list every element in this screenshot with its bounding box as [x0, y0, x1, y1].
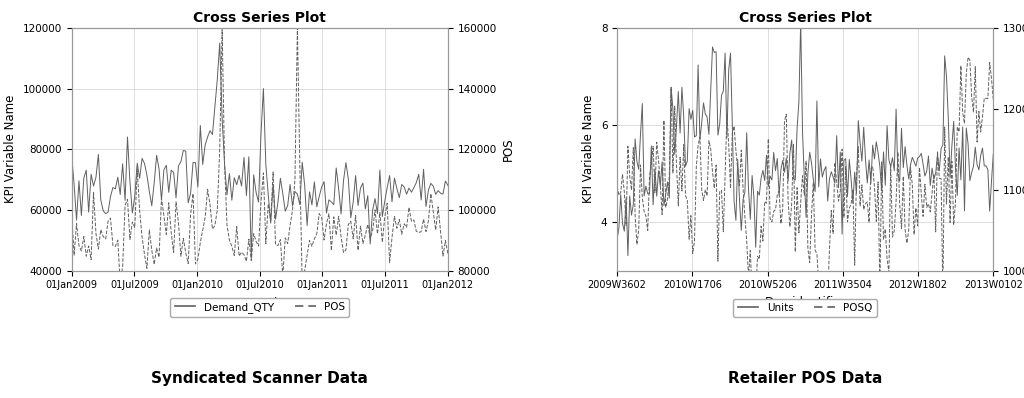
Text: Retailer POS Data: Retailer POS Data [728, 371, 883, 386]
Legend: Units, POSQ: Units, POSQ [733, 299, 877, 317]
Text: Syndicated Scanner Data: Syndicated Scanner Data [152, 371, 369, 386]
X-axis label: Day identifier: Day identifier [765, 296, 846, 309]
Legend: Demand_QTY, POS: Demand_QTY, POS [170, 298, 349, 317]
Y-axis label: KPI Variable Name: KPI Variable Name [4, 95, 17, 203]
X-axis label: start_dt: start_dt [237, 296, 283, 309]
Title: Cross Series Plot: Cross Series Plot [738, 11, 871, 25]
Title: Cross Series Plot: Cross Series Plot [194, 11, 327, 25]
Y-axis label: POS: POS [503, 137, 515, 161]
Y-axis label: KPI Variable Name: KPI Variable Name [583, 95, 595, 203]
